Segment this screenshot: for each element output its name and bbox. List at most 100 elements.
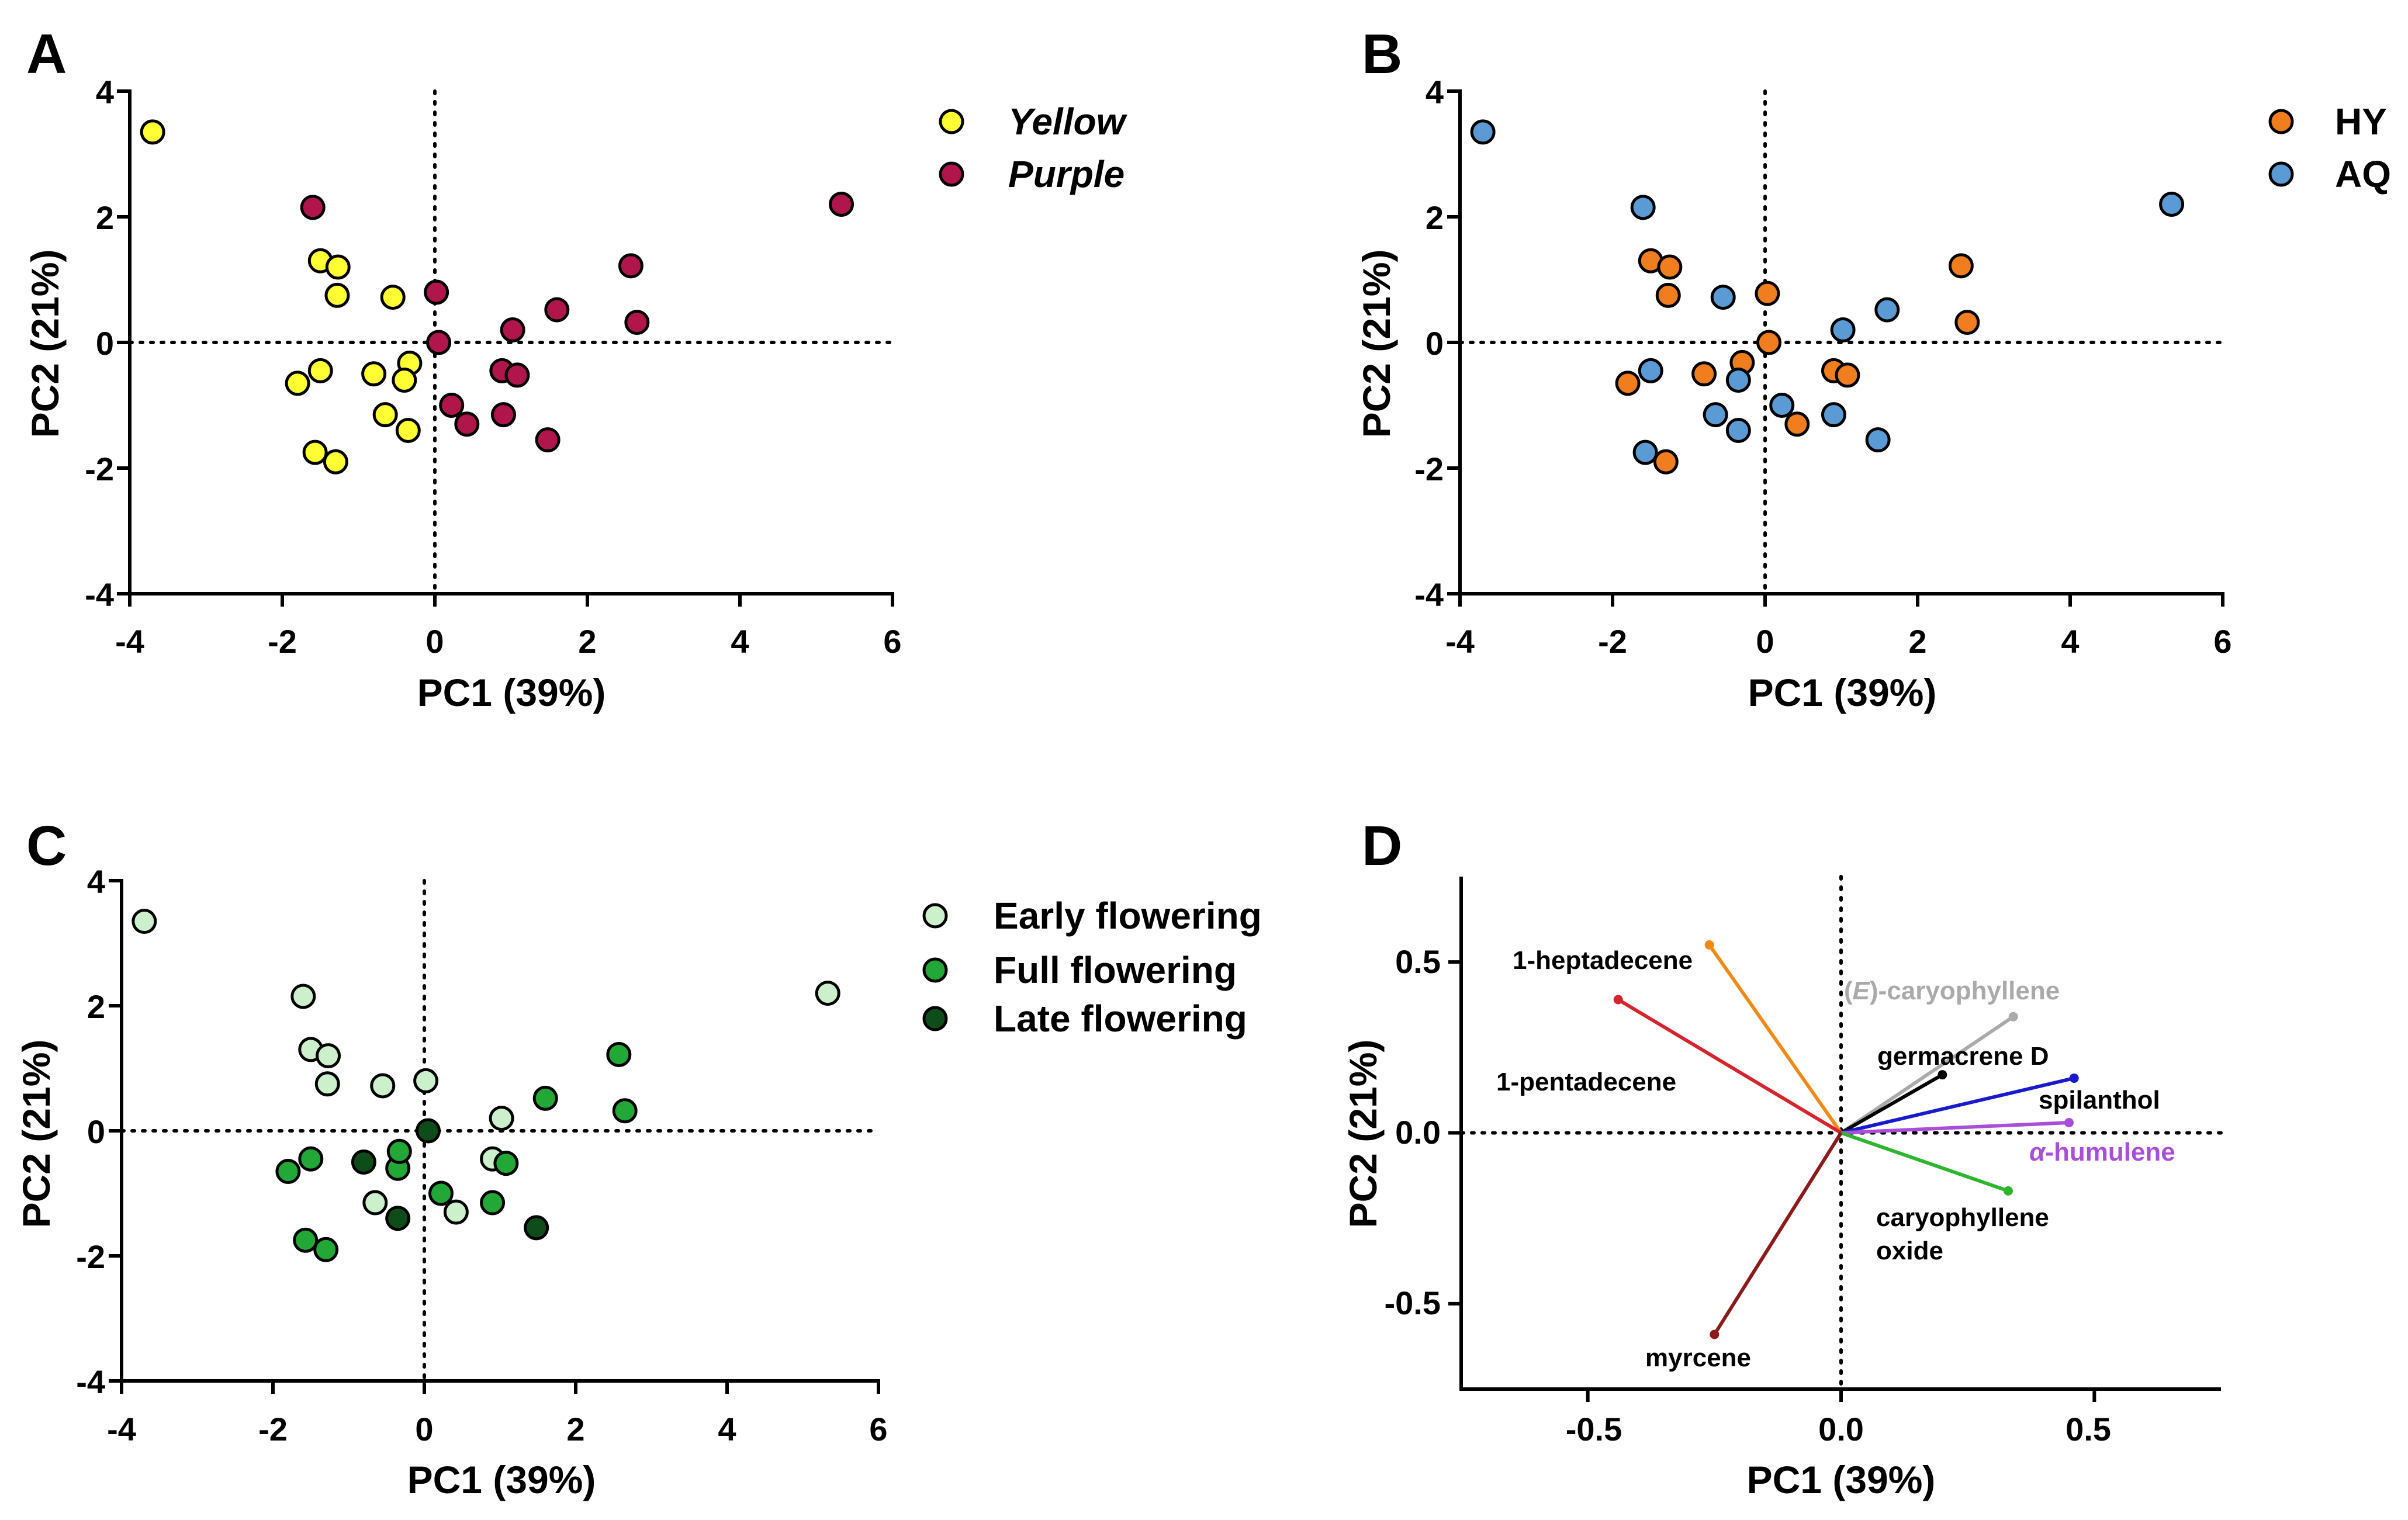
panel-b-xtick: -4 [1445,623,1475,660]
vector-2-line [1617,998,1842,1135]
panel-c-plot [109,879,880,1394]
point-early-flowering [443,1199,469,1225]
point-purple [504,362,530,388]
panel-a-legend: Yellow Purple [939,101,1128,195]
point-yellow [140,119,165,145]
vector-1-tip [1704,940,1714,950]
panel-d-xtick: 0.5 [2066,1411,2111,1448]
vector-label-caryophyllene-oxide-line2: oxide [1876,1237,1943,1265]
point-full-flowering [606,1041,632,1067]
vector-label-1-pentadecene: 1-pentadecene [1496,1068,1676,1096]
point-purple [454,411,480,437]
point-early-flowering [316,1043,341,1069]
point-hy [1653,449,1679,475]
panel-c-ylabel: PC2 (21%) [15,1040,58,1228]
point-full-flowering [612,1098,638,1124]
panel-d-label: D [1362,815,1402,877]
panel-a-ytick: 2 [96,199,114,236]
point-purple [424,279,449,305]
point-yellow [395,418,421,443]
panel-b-xtick: 4 [2061,623,2079,660]
vector-2-tip [1613,995,1623,1005]
vector-label-germacrene-d: germacrene D [1877,1042,2049,1071]
point-early-flowering [413,1068,439,1093]
panel-a-ytick: -2 [85,451,114,487]
panel-d-xtick: 0.0 [1818,1411,1864,1448]
panel-c-legend: Early flowering Full flowering Late flow… [922,895,1262,1040]
panel-d: D 0.5 0.0 -0.5 -0.5 0.0 0.5 PC1 (39%) PC… [1341,815,2223,1501]
panel-c-xlabel: PC1 (39%) [407,1458,596,1501]
panel-a-xtick: 4 [731,623,749,660]
point-late-flowering [524,1215,549,1241]
point-aq [1769,393,1795,418]
point-full-flowering [428,1180,454,1206]
point-full-flowering [480,1190,506,1216]
panel-c-xtick: 2 [566,1411,584,1448]
point-hy [1784,411,1810,437]
vector-label-alpha-humulene-italic: α [2029,1138,2046,1166]
point-aq [1821,402,1846,428]
point-yellow [325,254,351,280]
point-aq [1632,439,1658,465]
panel-d-ytick: 0.5 [1395,943,1441,980]
point-aq [1874,297,1900,323]
point-aq [1865,427,1891,453]
vector-label-caryophyllene-oxide: caryophyllene [1876,1203,2049,1232]
legend-label-purple: Purple [1008,153,1125,195]
panel-a-xtick: 0 [425,623,444,660]
panel-a-xtick: -2 [268,623,297,660]
panel-d-plot [1448,875,2223,1402]
point-aq [1725,418,1751,443]
legend-marker-yellow [939,109,964,134]
panel-b-xtick: 2 [1908,623,1926,660]
point-purple [829,192,854,217]
point-early-flowering [132,909,157,934]
vector-1-line [1708,944,1843,1134]
panel-a-xtick: 2 [578,623,596,660]
panel-c-xtick: 0 [415,1411,433,1448]
panel-c-label: C [26,815,67,877]
panel-b-label: B [1362,23,1402,85]
vector-3-tip [2008,1012,2018,1022]
point-hy [1835,362,1860,388]
vector-6-line [1840,1120,2070,1135]
point-yellow [392,368,417,393]
panel-b-ytick: -4 [1414,576,1444,613]
panel-d-ytick: 0.0 [1395,1114,1441,1151]
panel-a-xtick: 6 [883,623,901,660]
legend-marker-hy [2268,109,2294,134]
panel-b-xtick: 0 [1756,623,1774,660]
panel-a-ytick: 4 [96,74,114,110]
legend-label-full-flowering: Full flowering [994,949,1237,991]
panel-c-ytick: 4 [87,863,105,900]
point-hy [1655,282,1681,308]
point-purple [439,393,465,418]
vector-label-e-caryophyllene-suffix: )-caryophyllene [1870,977,2060,1005]
legend-marker-early-flowering [922,903,948,929]
vector-4-tip [1938,1070,1947,1080]
panel-c-ytick: -2 [76,1238,105,1275]
point-early-flowering [489,1106,514,1131]
point-aq [1470,119,1496,145]
vector-3-line [1840,1015,2015,1134]
panel-c-ytick: -4 [76,1363,105,1400]
point-full-flowering [298,1146,324,1172]
panel-a-xtick: -4 [115,623,144,660]
legend-marker-purple [939,161,964,187]
panel-b-ytick: 2 [1426,199,1444,236]
point-full-flowering [386,1138,412,1164]
legend-label-yellow: Yellow [1008,101,1128,143]
point-hy [1657,254,1683,280]
panel-b-ytick: -2 [1414,451,1444,487]
panel-b-xtick: -2 [1598,623,1627,660]
vector-6-tip [2064,1117,2074,1127]
vector-label-e-caryophyllene-italic: E [1853,977,1871,1005]
panel-a-plot [117,89,894,607]
vector-4-line [1840,1073,1943,1135]
point-full-flowering [293,1227,319,1253]
point-early-flowering [290,984,316,1009]
panel-c-ytick: 2 [87,988,105,1025]
panel-b-plot [1447,89,2224,607]
panel-c-xtick: -4 [107,1411,136,1448]
